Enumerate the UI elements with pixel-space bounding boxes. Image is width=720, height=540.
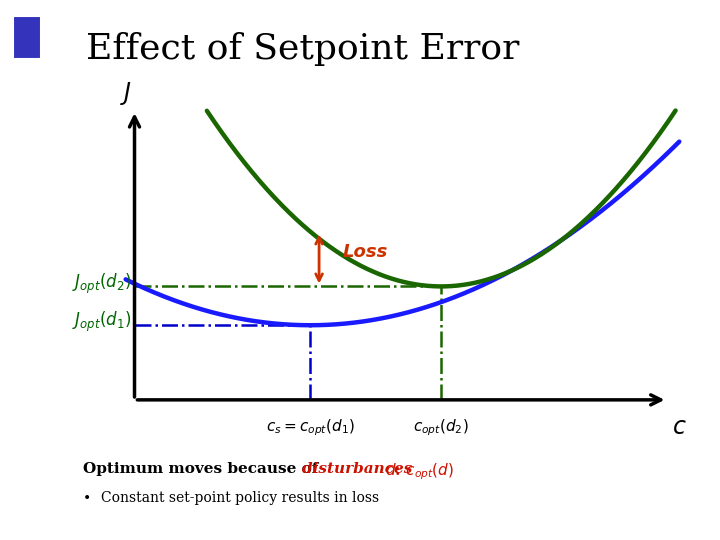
FancyBboxPatch shape [7, 11, 46, 65]
Text: $c_s = c_{opt}(d_1)$: $c_s = c_{opt}(d_1)$ [266, 418, 355, 438]
Text: $J_{opt}(d_2)$: $J_{opt}(d_2)$ [72, 271, 132, 295]
Text: $J_{opt}(d_1)$: $J_{opt}(d_1)$ [72, 310, 132, 334]
Text: Loss: Loss [343, 242, 388, 260]
Text: •: • [83, 491, 91, 505]
Text: $c_{opt}(d_2)$: $c_{opt}(d_2)$ [413, 418, 469, 438]
Text: Effect of Setpoint Error: Effect of Setpoint Error [86, 32, 520, 66]
Text: $c$: $c$ [672, 415, 687, 439]
Text: Constant set-point policy results in loss: Constant set-point policy results in los… [101, 491, 379, 505]
Text: disturbances: disturbances [302, 462, 418, 476]
Text: NTNU: NTNU [20, 190, 34, 242]
Text: $J$: $J$ [120, 80, 132, 107]
FancyBboxPatch shape [13, 16, 41, 59]
Text: 16: 16 [18, 504, 36, 518]
Text: Optimum moves because of: Optimum moves because of [83, 462, 323, 476]
Text: $d$: $c_{opt}(d)$: $d$: $c_{opt}(d)$ [385, 462, 454, 482]
